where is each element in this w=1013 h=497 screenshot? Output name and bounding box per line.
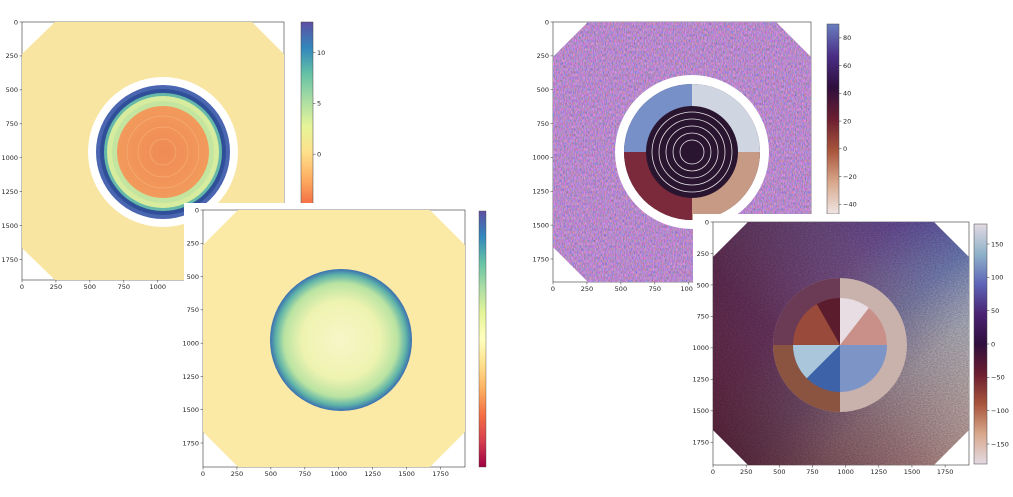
panel-4-y-tick-label: 750 — [697, 313, 709, 321]
panel-4-x-tick-label: 1750 — [937, 468, 954, 476]
panel-4-colorbar-tick-label: −100 — [991, 407, 1009, 415]
panel-3-x-tick-label: 500 — [615, 285, 627, 293]
panel-2-y-tick-label: 750 — [187, 306, 199, 314]
panel-4-y-ticks: 0 250 500 750 1000 1250 1500 1750 — [692, 218, 713, 447]
panel-4-x-tick-label: 0 — [711, 468, 715, 476]
panel-2-x-tick-label: 1750 — [432, 470, 449, 478]
panel-4-colorbar-tick-label: −150 — [991, 440, 1009, 448]
panel-4-colorbar-tick-label: 150 — [991, 240, 1003, 248]
panel-3-colorbar-tick-label: 80 — [843, 34, 851, 42]
panel-2-y-tick-label: 1750 — [182, 439, 199, 447]
panel-4-y-tick-label: 1000 — [692, 344, 709, 352]
panel-1-y-ticks: 0 250 500 750 1000 1250 1500 1750 — [1, 18, 22, 264]
panel-4-y-tick-label: 250 — [697, 250, 709, 258]
panel-1-x-tick-label: 0 — [20, 283, 24, 291]
panel-4-colorbar-ticks: 150 100 50 0 −50 −100 −150 — [987, 240, 1009, 448]
panel-3-y-tick-label: 1500 — [532, 221, 549, 229]
panel-1-x-tick-label: 500 — [84, 283, 96, 291]
panel-4-y-tick-label: 1500 — [692, 407, 709, 415]
panel-3-y-ticks: 0 250 500 750 1000 1250 1500 1750 — [532, 18, 553, 263]
panel-2-y-ticks: 0 250 500 750 1000 1250 1500 1750 — [182, 206, 203, 447]
panel-3-colorbar-tick-label: −20 — [843, 173, 857, 181]
panel-3-x-tick-label: 750 — [649, 285, 661, 293]
panel-4-x-tick-label: 250 — [740, 468, 752, 476]
panel-1-colorbar-tick-label: 0 — [317, 150, 321, 158]
panel-4-x-tick-label: 750 — [806, 468, 818, 476]
panel-3-colorbar-tick-label: 40 — [843, 90, 851, 98]
panel-3-colorbar-tick-label: 60 — [843, 62, 851, 70]
panel-3-x-tick-label: 250 — [581, 285, 593, 293]
panel-1-y-tick-label: 500 — [6, 86, 18, 94]
panel-2-x-tick-label: 500 — [265, 470, 277, 478]
panel-3-colorbar-tick-label: 0 — [843, 145, 847, 153]
panel-4-heatmap — [713, 222, 969, 465]
panel-4-x-tick-label: 1500 — [904, 468, 921, 476]
panel-4-y-tick-label: 500 — [697, 281, 709, 289]
panel-3-y-tick-label: 0 — [545, 18, 549, 26]
panel-4-colorbar-tick-label: −50 — [991, 374, 1005, 382]
panel-1-x-tick-label: 250 — [50, 283, 62, 291]
panel-3-y-tick-label: 250 — [537, 52, 549, 60]
panel-4-colorbar — [973, 223, 988, 465]
panel-2-x-tick-label: 1500 — [398, 470, 415, 478]
panel-1-x-tick-label: 750 — [118, 283, 130, 291]
panel-3-x-tick-label: 0 — [551, 285, 555, 293]
panel-2-y-tick-label: 1000 — [182, 339, 199, 347]
panel-1-colorbar — [300, 21, 314, 206]
panel-3-y-tick-label: 1250 — [532, 188, 549, 196]
panel-4-colorbar-tick-label: 100 — [991, 274, 1003, 282]
panel-2-x-ticks: 0 250 500 750 1000 1250 1500 1750 — [201, 467, 449, 478]
panel-2-y-tick-label: 1500 — [182, 406, 199, 414]
panel-1-x-tick-label: 1000 — [149, 283, 166, 291]
panel-2-x-tick-label: 250 — [231, 470, 243, 478]
panel-1-y-tick-label: 1250 — [1, 188, 18, 196]
panel-4-x-tick-label: 1000 — [837, 468, 854, 476]
panel-2-y-tick-label: 0 — [195, 206, 199, 214]
panel-4-x-tick-label: 1250 — [871, 468, 888, 476]
panel-2-colorbar — [478, 210, 487, 468]
panel-4-x-tick-label: 500 — [773, 468, 785, 476]
panel-2-y-tick-label: 250 — [187, 240, 199, 248]
panel-1-y-tick-label: 1000 — [1, 154, 18, 162]
panel-2-x-tick-label: 1000 — [330, 470, 347, 478]
panel-4-y-tick-label: 1750 — [692, 439, 709, 447]
panel-1-colorbar-tick-label: 10 — [317, 49, 325, 57]
panel-3-colorbar — [826, 23, 840, 215]
panel-2-y-tick-label: 1250 — [182, 373, 199, 381]
panel-3-colorbar-tick-label: 20 — [843, 117, 851, 125]
panel-4-y-tick-label: 0 — [705, 218, 709, 226]
panel-4: 0 250 500 750 1000 1250 1500 1750 0250500750100… — [692, 214, 1011, 496]
panel-4-colorbar-tick-label: 50 — [991, 307, 999, 315]
panel-1-y-tick-label: 750 — [6, 120, 18, 128]
panel-4-colorbar-tick-label: 0 — [991, 340, 995, 348]
panel-3-y-tick-label: 1750 — [532, 255, 549, 263]
panel-2-x-tick-label: 1250 — [364, 470, 381, 478]
panel-1-y-tick-label: 250 — [6, 52, 18, 60]
panel-3-x-ticks: 0 250 500 750 1000 — [551, 282, 697, 293]
panel-1-y-tick-label: 1500 — [1, 222, 18, 230]
panel-1-x-ticks: 0 250 500 750 1000 — [20, 280, 166, 291]
panel-3-colorbar-ticks: 80 60 40 20 0 −20 −40 — [839, 34, 857, 209]
panel-3-colorbar-tick-label: −40 — [843, 201, 857, 209]
panel-2-heatmap — [203, 210, 465, 467]
panel-3-y-tick-label: 750 — [537, 120, 549, 128]
panel-3-x-tick-label: 1000 — [681, 285, 698, 293]
panel-2-x-tick-label: 0 — [201, 470, 205, 478]
panel-2: 0 250 500 750 1000 1250 1500 1750 0 250 500 750 100… — [182, 203, 494, 493]
panel-1-colorbar-tick-label: 5 — [317, 100, 321, 108]
panel-1-colorbar-ticks: 10 5 0 — [313, 49, 325, 158]
panel-2-x-tick-label: 750 — [299, 470, 311, 478]
panel-2-y-tick-label: 500 — [187, 273, 199, 281]
panel-4-y-tick-label: 1250 — [692, 376, 709, 384]
panel-4-x-ticks: 0 250 500 750 1000 1250 1500 1750 — [711, 465, 953, 476]
panel-1-y-tick-label: 1750 — [1, 256, 18, 264]
panel-3-y-tick-label: 1000 — [532, 154, 549, 162]
panel-1-y-tick-label: 0 — [14, 18, 18, 26]
panel-3-y-tick-label: 500 — [537, 86, 549, 94]
